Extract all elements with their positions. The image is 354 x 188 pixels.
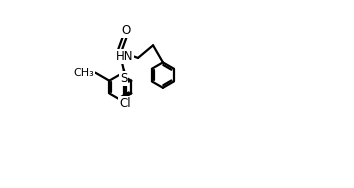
Text: CH₃: CH₃ xyxy=(73,68,94,78)
Text: S: S xyxy=(120,72,127,85)
Text: HN: HN xyxy=(116,50,133,63)
Text: O: O xyxy=(122,24,131,37)
Text: Cl: Cl xyxy=(119,97,131,110)
